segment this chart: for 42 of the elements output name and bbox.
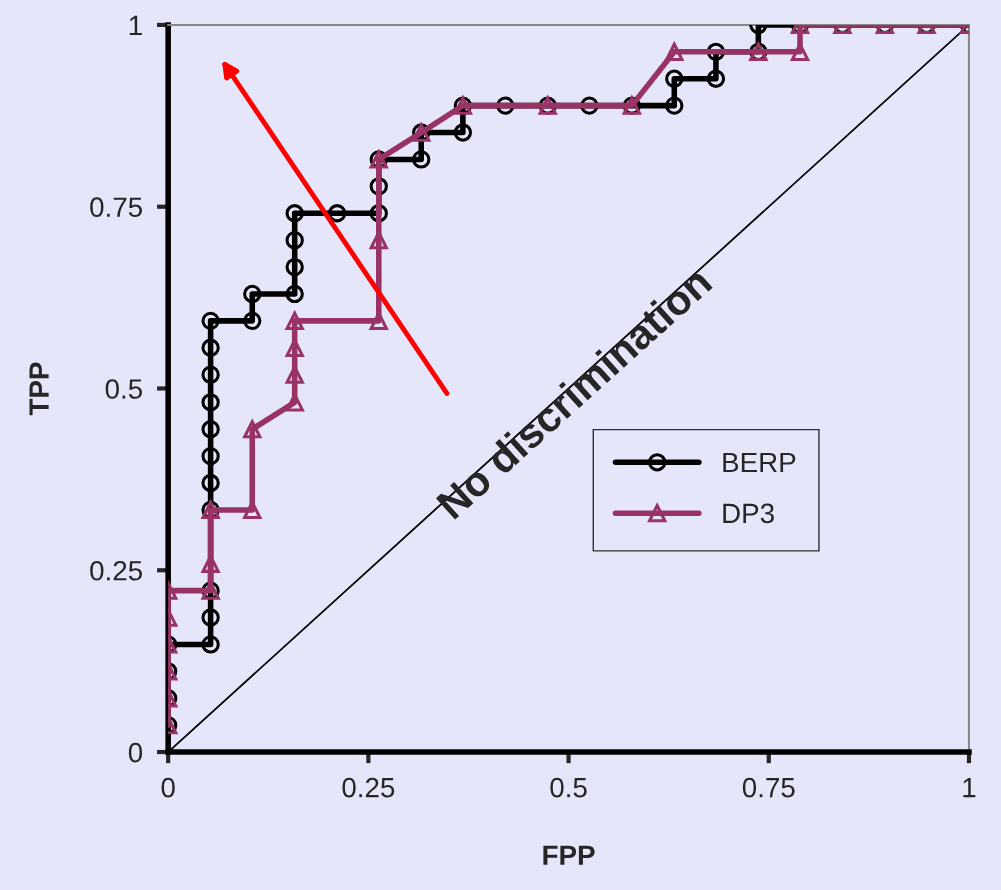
point (284, 309, 305, 331)
legend-label: DP3 (723, 503, 774, 524)
y-tick-label: 1 (129, 15, 142, 35)
point (453, 123, 473, 142)
point (201, 446, 220, 466)
point (201, 338, 220, 357)
x-axis-title: FPP (543, 845, 595, 865)
x-tick-label: 0.25 (342, 777, 395, 798)
x-tick-label: 0.75 (742, 777, 795, 798)
point (790, 42, 810, 61)
point (285, 230, 304, 250)
point (665, 96, 684, 115)
point (243, 311, 262, 331)
point (243, 500, 262, 520)
point (285, 204, 304, 223)
point (412, 150, 431, 169)
point (285, 284, 304, 304)
y-axis-title: TPP (29, 362, 49, 416)
point (369, 230, 388, 250)
point (201, 473, 220, 493)
point (243, 420, 262, 439)
legend-label: BERP (723, 452, 796, 473)
point (243, 284, 262, 304)
point (327, 204, 347, 223)
y-tick-label: 0 (128, 742, 143, 763)
point (369, 311, 388, 331)
point (201, 393, 220, 412)
point (201, 608, 220, 627)
point (201, 311, 220, 331)
point (285, 257, 304, 277)
point (201, 635, 220, 654)
point (201, 420, 220, 439)
point (201, 365, 220, 384)
y-tick-label: 0.5 (105, 379, 143, 399)
x-tick-label: 0 (161, 777, 175, 798)
x-tick-label: 1 (963, 778, 976, 798)
y-tick-label: 0.75 (90, 197, 143, 218)
y-tick-label: 0.25 (90, 560, 143, 581)
point (665, 69, 684, 88)
x-tick-label: 0.5 (550, 777, 587, 798)
point (665, 42, 684, 61)
point (706, 69, 726, 88)
